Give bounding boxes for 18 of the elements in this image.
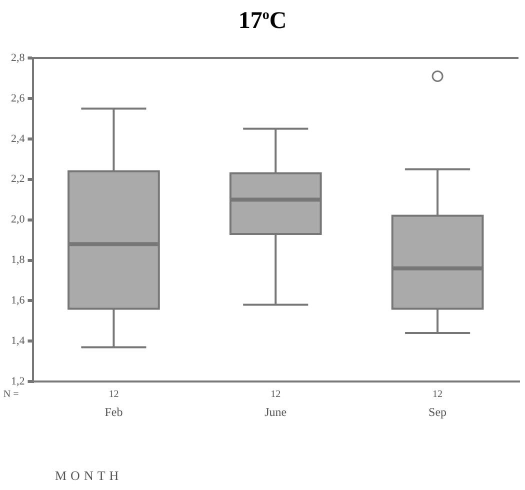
y-tick-label: 2,4 <box>11 132 26 145</box>
y-tick-label: 2,8 <box>11 52 26 64</box>
x-tick-label: Sep <box>428 404 447 419</box>
x-tick-label: Feb <box>104 404 123 419</box>
y-tick-label: 2,6 <box>11 92 26 104</box>
x-tick-label: June <box>264 404 287 419</box>
chart-title: 17$^{o}$C <box>237 8 288 35</box>
text: N = <box>3 389 20 400</box>
y-tick-label: 2,2 <box>11 173 25 186</box>
y-tick-label: 1,8 <box>11 254 26 266</box>
text: 12 <box>270 389 281 400</box>
text: 12 <box>108 389 119 400</box>
y-tick-label: 1,4 <box>11 335 26 348</box>
y-tick-label: 1,6 <box>11 294 26 307</box>
x-axis-title: MONTH <box>55 468 123 484</box>
y-tick-label: 1,2 <box>11 375 25 388</box>
y-tick-label: 2,0 <box>11 214 26 226</box>
text: 12 <box>432 389 443 400</box>
